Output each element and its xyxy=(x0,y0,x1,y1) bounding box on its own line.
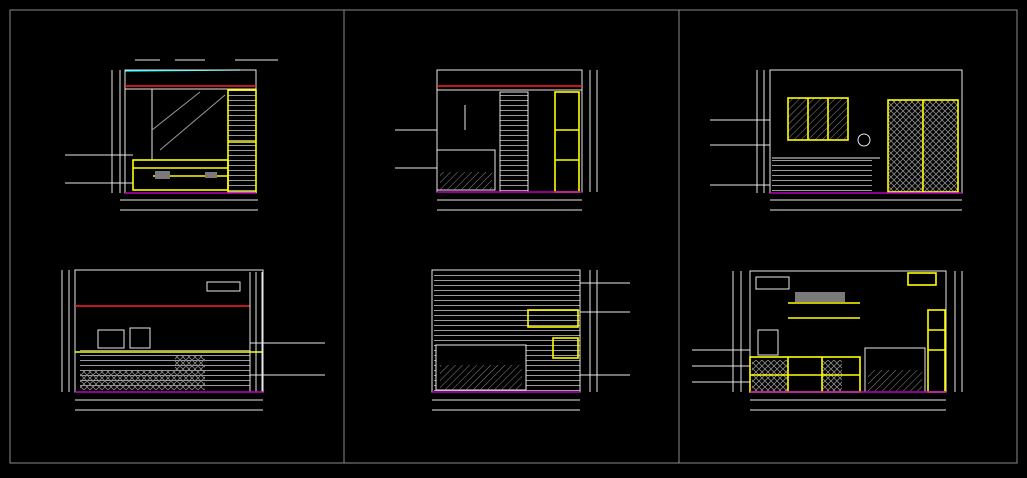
elevation-c[interactable] xyxy=(395,69,598,211)
elevation-e[interactable] xyxy=(710,69,963,211)
elevation-f[interactable] xyxy=(692,270,963,411)
sheet-border xyxy=(9,9,1018,464)
elevation-b[interactable] xyxy=(61,269,325,411)
elevation-a[interactable] xyxy=(65,59,278,211)
elevation-d[interactable] xyxy=(431,269,630,411)
